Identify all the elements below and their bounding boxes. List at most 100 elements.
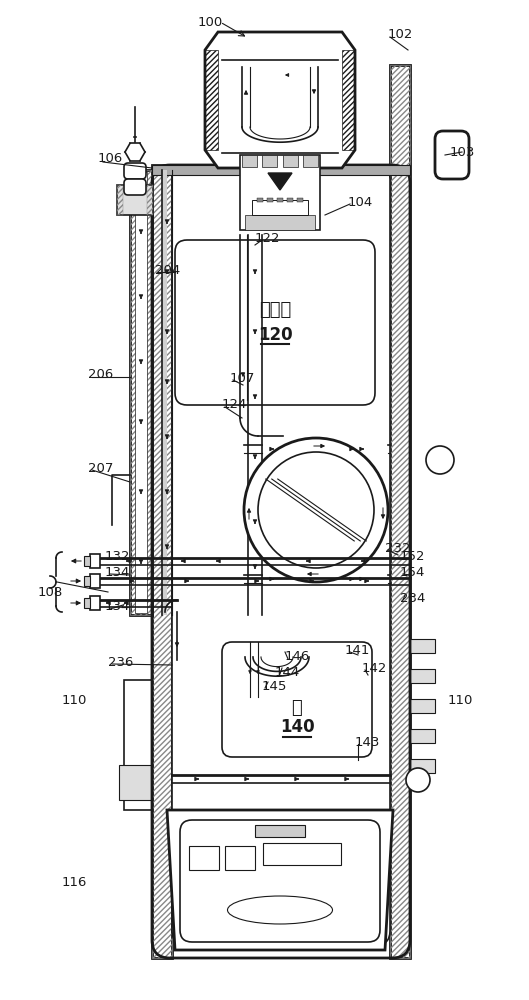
- Polygon shape: [162, 325, 167, 330]
- Polygon shape: [162, 315, 167, 320]
- Bar: [263, 843, 341, 865]
- Polygon shape: [162, 610, 167, 615]
- Text: 132: 132: [105, 550, 131, 562]
- Polygon shape: [119, 765, 152, 800]
- Polygon shape: [135, 172, 147, 613]
- FancyBboxPatch shape: [222, 642, 372, 757]
- Text: 检测器: 检测器: [259, 302, 291, 320]
- Text: 134: 134: [105, 600, 130, 613]
- Text: 103: 103: [450, 145, 476, 158]
- Polygon shape: [162, 470, 167, 475]
- Text: 145: 145: [262, 680, 287, 692]
- Polygon shape: [245, 215, 315, 230]
- Polygon shape: [162, 355, 167, 360]
- Circle shape: [426, 446, 454, 474]
- Polygon shape: [162, 605, 167, 610]
- FancyBboxPatch shape: [124, 163, 146, 179]
- Bar: [90, 554, 100, 568]
- Polygon shape: [162, 555, 167, 560]
- Polygon shape: [162, 215, 167, 220]
- Bar: [410, 639, 435, 653]
- Polygon shape: [162, 275, 167, 280]
- Text: 141: 141: [345, 644, 370, 656]
- Polygon shape: [162, 255, 167, 260]
- Bar: [84, 576, 90, 586]
- Ellipse shape: [227, 896, 333, 924]
- Polygon shape: [162, 575, 167, 580]
- Text: 107: 107: [230, 371, 256, 384]
- Polygon shape: [162, 510, 167, 515]
- Polygon shape: [162, 540, 167, 545]
- Polygon shape: [162, 370, 167, 375]
- Polygon shape: [162, 260, 167, 265]
- Polygon shape: [252, 200, 308, 215]
- Polygon shape: [162, 405, 167, 410]
- Polygon shape: [162, 440, 167, 445]
- Polygon shape: [162, 480, 167, 485]
- Text: 152: 152: [400, 550, 425, 562]
- Text: 144: 144: [275, 666, 300, 678]
- Bar: [84, 556, 90, 566]
- Text: 204: 204: [155, 263, 180, 276]
- Polygon shape: [162, 395, 167, 400]
- Polygon shape: [162, 185, 167, 190]
- Polygon shape: [257, 198, 263, 202]
- Polygon shape: [287, 198, 293, 202]
- Bar: [84, 598, 90, 608]
- Polygon shape: [130, 170, 152, 615]
- Polygon shape: [162, 565, 167, 570]
- Polygon shape: [162, 590, 167, 595]
- Polygon shape: [162, 430, 167, 435]
- Bar: [410, 729, 435, 743]
- Bar: [225, 846, 255, 870]
- Polygon shape: [162, 200, 167, 205]
- Circle shape: [258, 452, 374, 568]
- Polygon shape: [268, 173, 292, 190]
- Text: 104: 104: [348, 196, 373, 209]
- Polygon shape: [162, 285, 167, 290]
- Polygon shape: [152, 165, 410, 175]
- Polygon shape: [162, 545, 167, 550]
- Text: 134: 134: [105, 566, 130, 578]
- Polygon shape: [242, 155, 257, 167]
- Polygon shape: [390, 65, 410, 958]
- Polygon shape: [162, 210, 167, 215]
- Text: 102: 102: [388, 28, 413, 41]
- Bar: [90, 574, 100, 588]
- Polygon shape: [162, 520, 167, 525]
- Polygon shape: [162, 505, 167, 510]
- Polygon shape: [162, 385, 167, 390]
- Polygon shape: [162, 455, 167, 460]
- Polygon shape: [162, 420, 167, 425]
- Polygon shape: [162, 525, 167, 530]
- Text: 106: 106: [98, 151, 123, 164]
- Polygon shape: [162, 475, 167, 480]
- Polygon shape: [124, 680, 152, 810]
- Polygon shape: [162, 375, 167, 380]
- Polygon shape: [162, 500, 167, 505]
- Polygon shape: [117, 185, 153, 215]
- Polygon shape: [162, 360, 167, 365]
- Bar: [410, 669, 435, 683]
- Polygon shape: [162, 535, 167, 540]
- Polygon shape: [162, 580, 167, 585]
- Polygon shape: [162, 280, 167, 285]
- Polygon shape: [277, 198, 283, 202]
- Polygon shape: [162, 585, 167, 590]
- FancyBboxPatch shape: [435, 131, 469, 179]
- Polygon shape: [162, 270, 167, 275]
- Polygon shape: [162, 330, 167, 335]
- Polygon shape: [162, 435, 167, 440]
- Polygon shape: [162, 415, 167, 420]
- Bar: [189, 846, 219, 870]
- Text: 122: 122: [255, 232, 280, 244]
- Polygon shape: [162, 450, 167, 455]
- Polygon shape: [152, 165, 172, 958]
- Polygon shape: [162, 320, 167, 325]
- Bar: [410, 699, 435, 713]
- Text: 阀: 阀: [291, 698, 303, 716]
- Bar: [90, 596, 100, 610]
- Text: 110: 110: [62, 694, 87, 706]
- Polygon shape: [162, 180, 167, 185]
- Polygon shape: [162, 195, 167, 200]
